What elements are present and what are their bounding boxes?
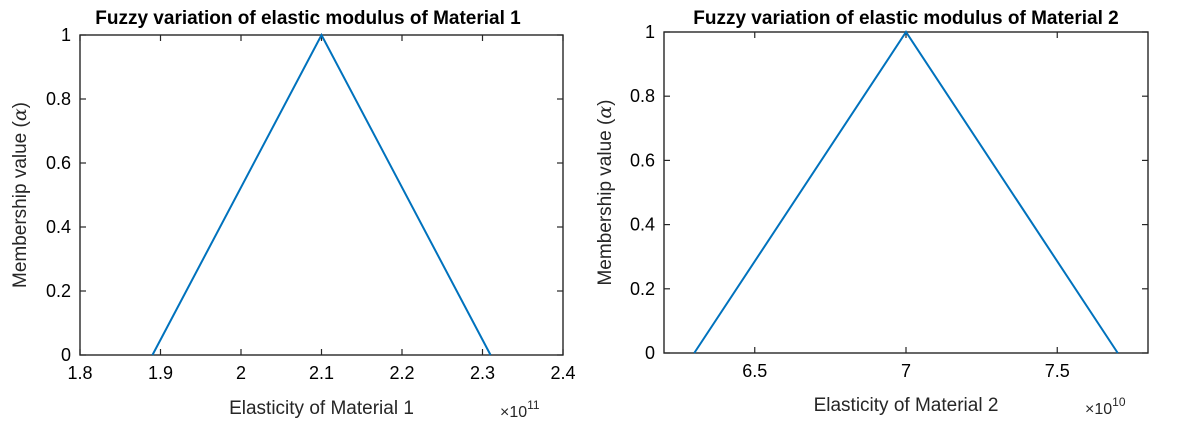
y-tick-label: 0.6	[630, 150, 655, 170]
x-tick-label: 1.9	[148, 363, 173, 383]
x-axis-label-2: Elasticity of Material 2	[814, 395, 999, 416]
series-line-2	[693, 30, 1119, 354]
y-axis-label-1: Membership value (α)	[9, 102, 31, 288]
plot-frame-2	[663, 31, 1149, 354]
x-tick-label: 2	[236, 363, 246, 383]
y-tick-label: 0.4	[46, 217, 71, 237]
y-tick-label: 0.2	[46, 281, 71, 301]
x-tick-label: 2.1	[309, 363, 334, 383]
x-tick-label: 7.5	[1045, 361, 1070, 381]
chart-title-2: Fuzzy variation of elastic modulus of Ma…	[693, 8, 1118, 29]
x-tick-label: 6.5	[742, 361, 767, 381]
y-axis-label-2: Membership value (α)	[594, 99, 616, 285]
chart-panel-2: Fuzzy variation of elastic modulus of Ma…	[594, 8, 1149, 418]
y-tick-label: 0.4	[630, 215, 655, 235]
y-tick-label: 0	[61, 345, 71, 365]
x-tick-label: 1.8	[67, 363, 92, 383]
x-tick-label: 2.2	[389, 363, 414, 383]
y-tick-label: 1	[645, 22, 655, 42]
chart-panel-1: Fuzzy variation of elastic modulus of Ma…	[9, 8, 576, 421]
x-tick-label: 2.4	[550, 363, 575, 383]
y-tick-label: 0	[645, 343, 655, 363]
x-tick-label: 2.3	[470, 363, 495, 383]
y-tick-label: 1	[61, 25, 71, 45]
plot-frame-1	[79, 34, 564, 356]
series-line-1	[151, 32, 492, 356]
y-tick-label: 0.8	[46, 89, 71, 109]
y-tick-label: 0.6	[46, 153, 71, 173]
x-axis-multiplier-2: ×1010	[1085, 395, 1126, 418]
y-tick-label: 0.2	[630, 279, 655, 299]
x-axis-label-1: Elasticity of Material 1	[229, 398, 414, 419]
chart-title-1: Fuzzy variation of elastic modulus of Ma…	[95, 8, 521, 29]
x-axis-multiplier-1: ×1011	[500, 398, 540, 421]
y-tick-label: 0.8	[630, 86, 655, 106]
x-tick-label: 7	[901, 361, 911, 381]
